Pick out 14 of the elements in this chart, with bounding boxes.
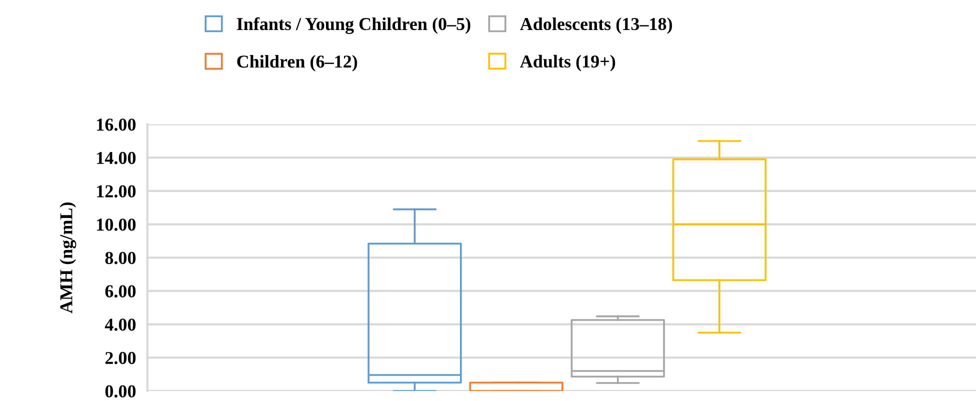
y-axis-title: AMH (ng/mL) bbox=[60, 202, 76, 314]
legend-label: Infants / Young Children (0–5) bbox=[236, 17, 470, 34]
y-tick-label: 16.00 bbox=[97, 118, 136, 131]
y-tick-label: 10.00 bbox=[97, 218, 136, 231]
y-tick-label: 2.00 bbox=[105, 352, 136, 364]
legend-label: Children (6–12) bbox=[237, 55, 358, 72]
y-tick-label: 12.00 bbox=[97, 185, 136, 198]
y-tick-label: 4.00 bbox=[104, 318, 136, 331]
y-tick-label: 8.00 bbox=[105, 252, 136, 264]
legend-label: Adults (19+) bbox=[520, 54, 616, 72]
y-tick-label: 6.00 bbox=[105, 285, 136, 298]
y-tick-label: 14.00 bbox=[97, 152, 136, 164]
y-tick-label: 0.00 bbox=[105, 385, 136, 398]
legend-label: Adolescents (13–18) bbox=[520, 17, 672, 34]
